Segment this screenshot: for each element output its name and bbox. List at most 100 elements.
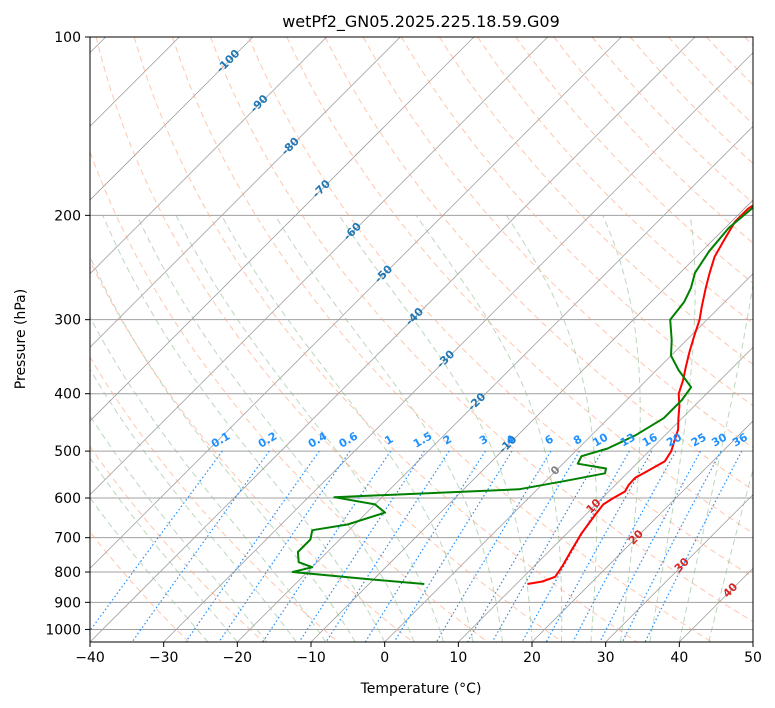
isotherm-line xyxy=(752,641,753,642)
y-tick-label: 500 xyxy=(54,444,81,460)
dry-adiabat-line xyxy=(706,37,753,86)
mixing-ratio-line xyxy=(325,450,450,642)
mixing-ratio-label: 0.1 xyxy=(209,430,232,451)
dry-adiabat-line xyxy=(324,37,753,491)
mixing-ratio-line xyxy=(466,450,580,642)
isotherm-line xyxy=(163,52,753,642)
isotherm-line xyxy=(90,37,327,275)
dry-adiabat-line xyxy=(438,37,753,366)
y-tick-label: 200 xyxy=(54,208,81,224)
y-tick-label: 1000 xyxy=(45,622,81,638)
moist-adiabat-line xyxy=(274,215,503,642)
dry-adiabat-line xyxy=(90,259,414,642)
moist-adiabat-line xyxy=(90,316,327,642)
dry-adiabat-line xyxy=(591,37,753,204)
x-tick-label: 30 xyxy=(597,650,615,666)
moist-adiabat-line xyxy=(90,255,356,642)
dry-adiabat-line xyxy=(90,445,264,642)
x-tick-label: −20 xyxy=(223,650,253,666)
mixing-ratio-line xyxy=(218,450,351,642)
dewpoint-profile-line xyxy=(291,204,753,585)
mixing-ratio-line xyxy=(545,450,653,642)
mixing-ratio-label: 2 xyxy=(441,433,454,448)
dry-adiabat-line xyxy=(553,37,753,244)
y-axis-title: Pressure (hPa) xyxy=(13,289,29,389)
mixing-ratio-line xyxy=(393,450,513,642)
mixing-ratio-label: 36 xyxy=(730,430,750,449)
mixing-ratio-label: 1 xyxy=(382,433,395,448)
isotherm-line xyxy=(90,37,548,496)
isotherm-line xyxy=(90,37,622,569)
isotherm-line xyxy=(90,37,696,642)
isotherm-line xyxy=(237,125,753,642)
x-axis-title: Temperature (°C) xyxy=(360,681,482,697)
y-tick-label: 800 xyxy=(54,565,81,581)
moist-adiabat-label: 10 xyxy=(584,496,604,516)
mixing-ratio-line xyxy=(435,450,552,642)
mixing-ratio-label: 1.5 xyxy=(411,430,434,451)
dry-adiabat-line xyxy=(133,37,638,642)
y-tick-label: 900 xyxy=(54,595,81,611)
dry-adiabat-line xyxy=(668,37,753,125)
moist-adiabat-line xyxy=(602,215,641,642)
isotherm-line xyxy=(90,37,401,348)
x-tick-label: −40 xyxy=(75,650,105,666)
isotherm-label: -50 xyxy=(372,262,395,285)
moist-adiabat-line xyxy=(175,215,445,642)
dry-adiabat-line xyxy=(90,150,488,642)
moist-adiabat-label: 0 xyxy=(548,463,563,478)
mixing-ratio-line xyxy=(491,450,603,642)
isotherm-line xyxy=(531,420,753,642)
moist-adiabat-line xyxy=(708,467,753,642)
x-tick-label: 40 xyxy=(670,650,688,666)
isotherm-label: -60 xyxy=(341,220,364,243)
y-tick-label: 600 xyxy=(54,491,81,507)
mixing-ratio-line xyxy=(364,450,486,642)
mixing-ratio-label: 3 xyxy=(477,433,490,448)
isotherm-label: -30 xyxy=(434,347,457,370)
mixing-ratio-line xyxy=(572,450,677,642)
y-tick-label: 300 xyxy=(54,313,81,329)
temperature-profile-line xyxy=(527,204,753,585)
mixing-ratio-line xyxy=(90,450,223,632)
y-tick-label: 100 xyxy=(54,30,81,46)
axis-ticks: −40 −30 −20 −10 0 10 20 30 40 5010020030040050060… xyxy=(45,30,762,666)
moist-adiabat-line xyxy=(90,368,297,642)
dry-adiabat-line xyxy=(744,37,753,47)
mixing-ratio-label: 6 xyxy=(543,432,556,447)
moist-adiabat-line xyxy=(678,280,753,642)
dry-adiabat-line xyxy=(95,37,563,642)
mixing-ratio-line xyxy=(599,450,702,642)
mixing-ratio-label: 13 xyxy=(618,431,638,450)
moist-adiabat-line xyxy=(102,215,386,642)
moist-adiabat-line xyxy=(136,215,415,642)
dry-adiabat-line xyxy=(248,37,753,578)
moist-adiabat-line xyxy=(338,215,533,642)
plot-area: -100-90-80-70-60-50-40-30-20-100.1 0.2 0.4… xyxy=(90,37,753,642)
x-tick-label: −10 xyxy=(296,650,326,666)
dry-adiabat-line xyxy=(286,37,753,534)
dry-adiabat-line xyxy=(210,37,753,623)
dry-adiabat-line xyxy=(477,37,753,325)
plot-frame xyxy=(89,36,754,643)
mixing-ratio-line xyxy=(298,450,425,642)
moist-adiabat-line xyxy=(90,414,268,642)
isotherm-line xyxy=(605,494,753,642)
x-tick-label: 0 xyxy=(380,650,389,666)
x-tick-label: −30 xyxy=(149,650,179,666)
isotherm-label: -40 xyxy=(403,305,426,328)
dry-adiabat-line xyxy=(90,356,339,642)
mixing-ratio-line xyxy=(262,450,392,642)
y-tick-label: 700 xyxy=(54,531,81,547)
moist-adiabat-line xyxy=(90,457,238,642)
moist-adiabat-line xyxy=(505,215,598,642)
moist-adiabat-line xyxy=(90,497,209,642)
x-tick-label: 50 xyxy=(744,650,762,666)
mixing-ratio-label: 16 xyxy=(640,430,660,449)
x-tick-label: 10 xyxy=(449,650,467,666)
mixing-ratio-line xyxy=(185,450,320,642)
mixing-ratio-line xyxy=(644,450,743,642)
isotherm-label: -70 xyxy=(310,177,333,200)
mixing-ratio-line xyxy=(621,450,722,642)
